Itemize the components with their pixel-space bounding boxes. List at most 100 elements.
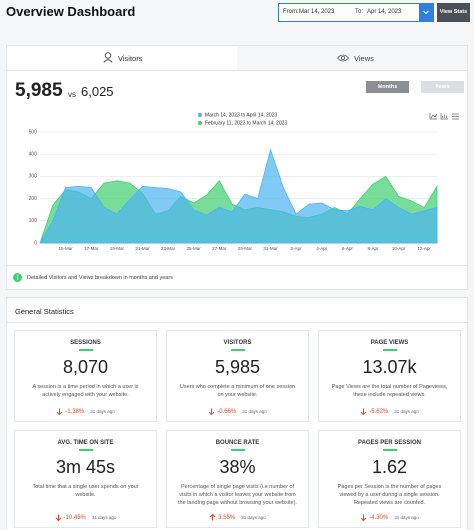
- previous-total: 6,025: [81, 84, 114, 99]
- to-date: Apr 14, 2023: [367, 9, 402, 15]
- x-tick-label: 29-Mar: [238, 246, 253, 251]
- arrow-shape: [208, 408, 215, 416]
- months-button[interactable]: Months: [366, 81, 409, 93]
- eye-icon: [337, 54, 349, 62]
- card-description: Pages per Session is the number of pages…: [337, 483, 442, 506]
- page-title: Overview Dashboard: [6, 4, 136, 19]
- card-underline: [382, 449, 397, 451]
- trend-arrow: [56, 408, 63, 416]
- card-title: BOUNCE RATE: [215, 440, 260, 446]
- stat-card: PAGES PER SESSION 1.62 Pages per Session i…: [318, 430, 461, 528]
- x-tick-label: 4-Apr: [316, 246, 328, 251]
- legend-label: February 11, 2023 to March 14, 2023: [205, 120, 287, 126]
- trend-arrow: [55, 514, 61, 522]
- card-description: Total time that a single user spends on …: [32, 483, 139, 498]
- card-value: 38%: [219, 456, 256, 477]
- card-value: 8,070: [62, 356, 109, 377]
- info-icon: [13, 273, 22, 282]
- trend-arrow: [208, 408, 215, 416]
- card-value: 13.07k: [362, 356, 417, 377]
- arrow-shape: [360, 408, 367, 416]
- x-tick-label: 15-Mar: [58, 246, 73, 251]
- tab-views[interactable]: Views: [237, 46, 467, 71]
- card-title: SESSIONS: [70, 340, 101, 346]
- y-tick-label: 300: [29, 174, 38, 180]
- current-total: 5,985: [15, 80, 63, 101]
- tab-label: Visitors: [118, 54, 143, 63]
- years-button[interactable]: Years: [421, 81, 464, 93]
- arrow-shape: [360, 514, 367, 522]
- from-date: Mar 14, 2023: [299, 9, 335, 15]
- chevron: [423, 10, 429, 15]
- view-stats-button[interactable]: View Stats: [437, 3, 470, 22]
- y-tick-label: 100: [29, 218, 38, 224]
- x-tick-label: 23-Mar: [161, 246, 176, 251]
- x-tick-label: 12-Apr: [417, 246, 431, 251]
- x-tick-label: 19-Mar: [110, 246, 125, 251]
- card-change: -1.38%: [65, 409, 85, 415]
- trend-arrow: [209, 513, 216, 521]
- x-tick-label: 6-Apr: [342, 246, 354, 251]
- card-footer: -5.62% 31 days ago: [319, 408, 460, 416]
- legend-label: March 14, 2023 to April 14, 2023: [205, 112, 277, 118]
- y-tick-label: 0: [34, 240, 37, 246]
- stat-card: BOUNCE RATE 38% Percentage of single page …: [166, 430, 309, 528]
- card-title: AVG. TIME ON SITE: [57, 440, 114, 446]
- card-change: -4.30%: [369, 515, 389, 521]
- stat-card: VISITORS 5,985 Users who complete a minimu…: [166, 330, 309, 422]
- card-description: A session is a time period in which a us…: [32, 383, 139, 398]
- card-underline: [382, 349, 397, 351]
- divider: [7, 265, 467, 266]
- chart-toolbar: [429, 113, 459, 120]
- card-footer: -10.45% 31 days ago: [15, 514, 156, 522]
- card-footer: -4.30% 31 days ago: [319, 514, 460, 522]
- x-tick-label: 10-Apr: [392, 246, 406, 251]
- legend-marker: [198, 121, 202, 125]
- stat-card: PAGE VIEWS 13.07k Page Views are the total…: [318, 330, 461, 422]
- x-tick-label: 31-Mar: [263, 246, 278, 251]
- stat-card: AVG. TIME ON SITE 3m 45s Total time that a…: [14, 430, 157, 528]
- card-age: 31 days ago: [242, 409, 267, 414]
- card-underline: [78, 349, 93, 351]
- x-tick-label: 27-Mar: [212, 246, 227, 251]
- card-description: Page Views are the total number of Pagev…: [331, 383, 448, 398]
- vs-label: vs: [68, 90, 76, 99]
- card-change: 3.55%: [218, 515, 236, 521]
- card-age: 31 days ago: [394, 409, 419, 414]
- x-tick-label: 2-Apr: [291, 246, 303, 251]
- stat-card: SESSIONS 8,070 A session is a time period …: [14, 330, 157, 422]
- tab-visitors[interactable]: Visitors: [7, 46, 238, 71]
- card-change: -0.66%: [217, 409, 237, 415]
- card-underline: [230, 349, 245, 351]
- card-age: 31 days ago: [91, 515, 117, 520]
- card-underline: [78, 449, 93, 451]
- card-value: 1.62: [371, 456, 408, 477]
- legend-marker: [198, 113, 202, 117]
- arrow-shape: [56, 408, 63, 416]
- card-description: Percentage of single page visits (i.e nu…: [178, 483, 297, 506]
- card-age: 31 days ago: [394, 515, 419, 520]
- card-change: -5.62%: [369, 409, 389, 415]
- x-tick-label: 8-Apr: [367, 246, 379, 251]
- y-tick-label: 200: [29, 196, 38, 202]
- chart: 0 100 200 300 400 500 15-Mar 17-Mar 19-Mar 21-Mar…: [29, 112, 459, 251]
- card-title: PAGES PER SESSION: [358, 440, 421, 446]
- x-tick-label: 17-Mar: [84, 246, 99, 251]
- trend-arrow: [360, 514, 367, 522]
- card-value: 5,985: [214, 356, 261, 377]
- x-tick-label: 25-Mar: [187, 246, 202, 251]
- visitors-panel: Visitors Views 5,985 vs 6,025 Months Yea…: [6, 45, 468, 290]
- card-footer: -1.38% 31 days ago: [15, 408, 156, 416]
- card-footer: 3.55% 31 days ago: [167, 513, 308, 521]
- date-range[interactable]: From: Mar 14, 2023 To: Apr 14, 2023: [278, 3, 434, 22]
- tab-label: Views: [354, 54, 374, 63]
- chart-note: Detailed Visitors and Views breakdown in…: [27, 275, 173, 281]
- trend-arrow: [360, 408, 367, 416]
- arrow-shape: [55, 514, 61, 522]
- card-age: 31 days ago: [90, 409, 115, 414]
- card-title: PAGE VIEWS: [370, 340, 409, 346]
- card-age: 31 days ago: [241, 515, 266, 520]
- to-label: To:: [355, 9, 364, 15]
- dropdown-button[interactable]: [419, 4, 433, 21]
